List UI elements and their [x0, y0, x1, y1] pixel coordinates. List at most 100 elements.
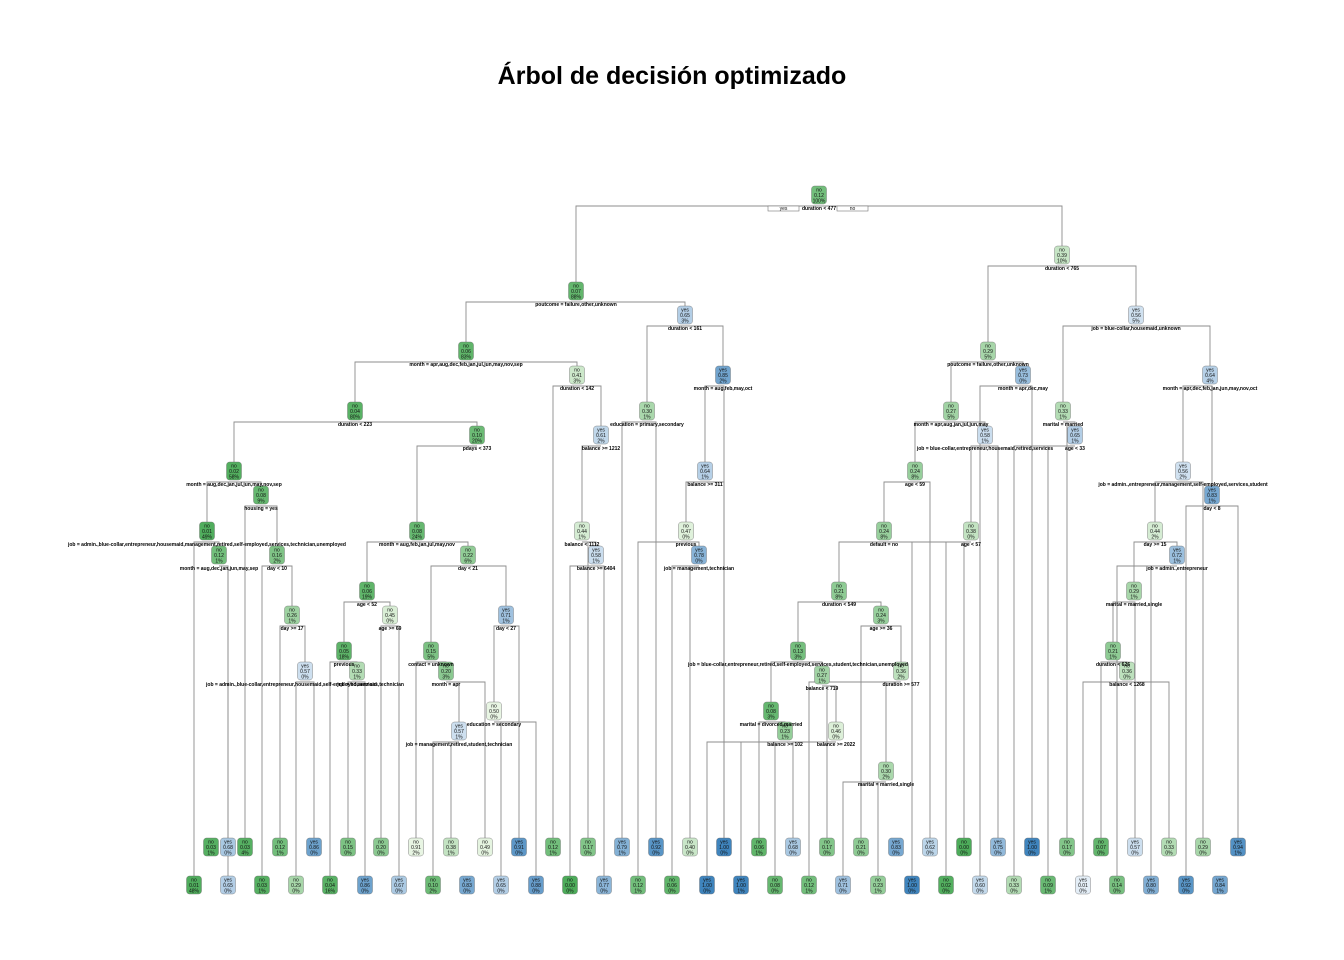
- node-pct: 48%: [189, 889, 200, 895]
- node-prob: 0.94: [1233, 845, 1243, 851]
- node-prob: 0.08: [770, 883, 780, 889]
- node-prob: 0.65: [1070, 433, 1080, 439]
- node-class: yes: [1173, 548, 1181, 554]
- split-label: month = apr,aug,dec,feb,jan,jul,jun,may,…: [409, 362, 522, 368]
- node-class: no: [644, 404, 650, 410]
- node-pct: 1%: [701, 475, 709, 481]
- node-pct: 58%: [229, 475, 240, 481]
- split-label: balance < 1112: [565, 542, 600, 548]
- tree-edge: [493, 625, 506, 703]
- split-label: month = aug,dec,jan,jul,jun,may,nov,sep: [186, 482, 282, 488]
- node-prob: 0.15: [426, 649, 436, 655]
- node-pct: 8%: [880, 535, 888, 541]
- tree-edge: [914, 421, 951, 463]
- node-pct: 1%: [1173, 559, 1181, 565]
- node-class: no: [833, 724, 839, 730]
- tree-edge: [1112, 601, 1134, 643]
- node-class: no: [231, 464, 237, 470]
- node-class: no: [293, 878, 299, 884]
- tree-edge: [295, 681, 305, 877]
- leaf-node-top: no0.400%: [682, 837, 698, 857]
- node-pct: 0%: [908, 889, 916, 895]
- tree-node: no0.275%: [943, 401, 959, 421]
- node-class: no: [1098, 840, 1104, 846]
- tree-edge: [985, 445, 999, 839]
- node-class: no: [943, 878, 949, 884]
- node-prob: 0.84: [1215, 883, 1225, 889]
- tree-edge: [1062, 265, 1137, 307]
- node-class: no: [961, 840, 967, 846]
- tree-node: no0.460%: [828, 721, 844, 741]
- tree-node: no0.450%: [382, 605, 398, 625]
- tree-edge: [797, 601, 839, 643]
- tree-edge: [494, 721, 537, 877]
- tree-node: no0.380%: [963, 521, 979, 541]
- node-prob: 0.29: [291, 883, 301, 889]
- node-pct: 0%: [695, 559, 703, 565]
- tree-edge: [1127, 681, 1170, 839]
- tree-edge: [1062, 325, 1136, 403]
- node-class: yes: [618, 840, 626, 846]
- leaf-node-top: no0.034%: [237, 837, 253, 857]
- node-prob: 0.57: [454, 729, 464, 735]
- node-pct: 1%: [276, 851, 284, 857]
- node-prob: 0.02: [229, 469, 239, 475]
- node-prob: 0.68: [788, 845, 798, 851]
- node-class: no: [387, 608, 393, 614]
- node-class: no: [756, 840, 762, 846]
- node-class: no: [1060, 404, 1066, 410]
- node-prob: 0.65: [496, 883, 506, 889]
- node-prob: 0.01: [189, 883, 199, 889]
- tree-edge: [822, 685, 828, 839]
- node-pct: 1%: [818, 679, 826, 685]
- node-prob: 0.92: [1181, 883, 1191, 889]
- tree-edge: [581, 445, 601, 523]
- node-prob: 0.15: [343, 845, 353, 851]
- node-prob: 0.79: [617, 845, 627, 851]
- tree-edge: [1023, 385, 1033, 839]
- root-yes-label: yes: [780, 206, 788, 212]
- node-class: yes: [1131, 840, 1139, 846]
- leaf-node-bottom: no0.000%: [562, 875, 578, 895]
- node-class: yes: [600, 878, 608, 884]
- tree-edge: [1150, 565, 1177, 877]
- node-prob: 0.30: [642, 409, 652, 415]
- tree-node: no0.331%: [1055, 401, 1071, 421]
- tree-edge: [430, 565, 468, 643]
- tree-edge: [646, 325, 685, 403]
- tree-edge: [689, 565, 699, 839]
- node-pct: 1%: [549, 851, 557, 857]
- split-label: day < 21: [458, 566, 478, 572]
- tree-edge: [979, 385, 1023, 877]
- leaf-node-bottom: no0.140%: [1109, 875, 1125, 895]
- split-label: balance < 1268: [1109, 682, 1145, 688]
- node-class: yes: [1179, 464, 1187, 470]
- node-prob: 0.27: [817, 673, 827, 679]
- node-pct: 2%: [429, 889, 437, 895]
- node-pct: 1%: [618, 851, 626, 857]
- node-prob: 0.02: [941, 883, 951, 889]
- node-prob: 0.57: [300, 669, 310, 675]
- node-prob: 0.38: [446, 845, 456, 851]
- split-label: duration < 223: [338, 422, 372, 428]
- node-class: yes: [361, 878, 369, 884]
- node-class: yes: [976, 878, 984, 884]
- node-class: yes: [395, 878, 403, 884]
- node-class: yes: [695, 548, 703, 554]
- node-pct: 10%: [1057, 259, 1068, 265]
- node-pct: 2%: [719, 379, 727, 385]
- node-prob: 0.03: [257, 883, 267, 889]
- tree-edge: [347, 681, 357, 839]
- node-pct: 0%: [1182, 889, 1190, 895]
- node-pct: 2%: [897, 675, 905, 681]
- node-prob: 0.33: [1164, 845, 1174, 851]
- node-prob: 0.58: [591, 553, 601, 559]
